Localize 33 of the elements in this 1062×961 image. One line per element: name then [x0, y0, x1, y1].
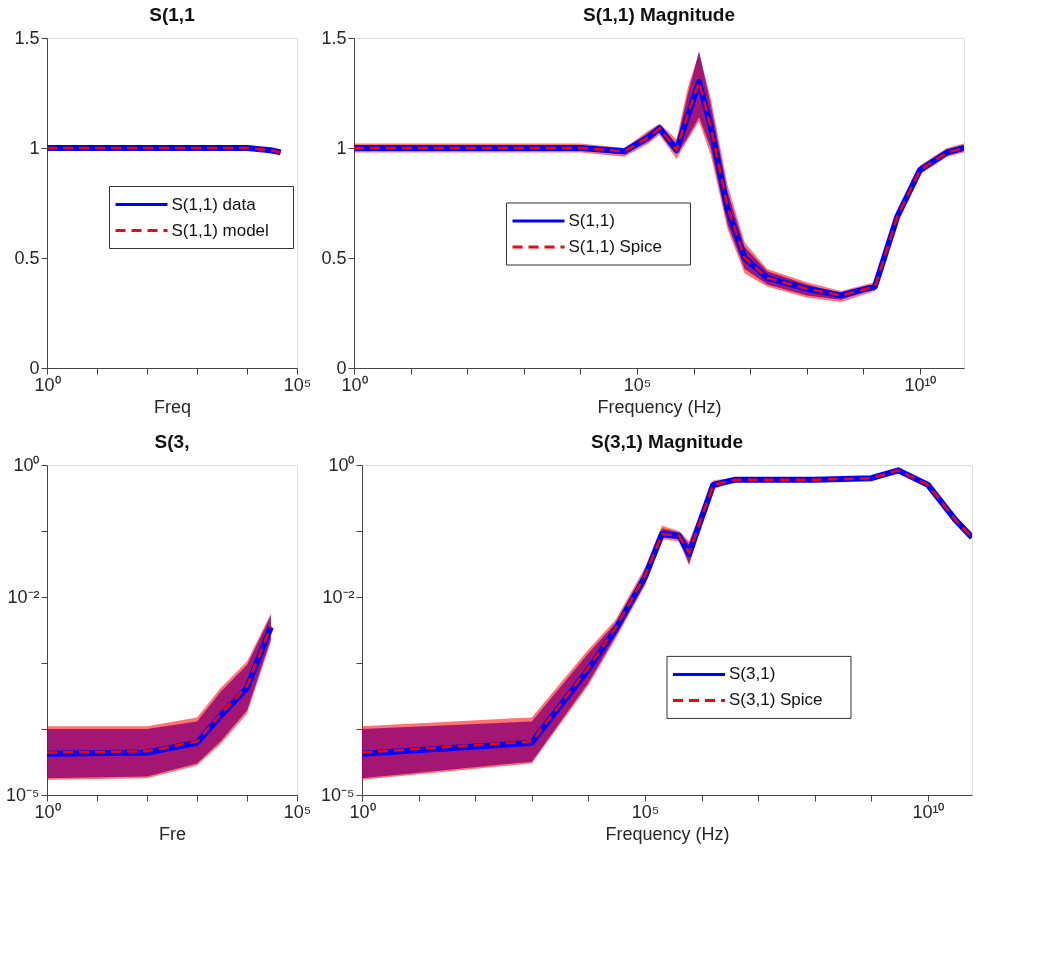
legend-label: S(1,1) model	[171, 220, 269, 240]
chart-title: S(3,1) Magnitude	[590, 431, 744, 452]
y-tick-label: 0	[29, 357, 40, 378]
x-tick-label: 10⁵	[283, 801, 312, 822]
chart-title: S(3,	[154, 431, 190, 452]
x-tick-label: 10⁵	[623, 374, 652, 395]
y-tick-label: 10⁰	[328, 454, 355, 475]
x-axis-title: Frequency (Hz)	[597, 396, 722, 417]
x-tick-label: 10¹⁰	[912, 801, 945, 822]
y-tick-label: 0.5	[14, 247, 40, 268]
y-tick-label: 1	[29, 137, 40, 158]
legend-label: S(1,1) Spice	[568, 237, 663, 256]
x-axis-title: Fre	[159, 823, 186, 844]
y-tick-label: 10⁻⁵	[6, 784, 40, 805]
y-tick-label: 0.5	[321, 247, 347, 268]
y-tick-label: 1.5	[321, 27, 347, 48]
legend-label: S(3,1) Spice	[729, 690, 823, 710]
y-tick-label: 0	[336, 357, 347, 378]
chart-title: S(1,1) Magnitude	[582, 4, 736, 25]
x-axis-title: Frequency (Hz)	[605, 823, 730, 844]
y-tick-label: 10⁻²	[7, 586, 40, 607]
y-tick-label: 10⁻²	[322, 586, 355, 607]
chart-title: S(1,1	[149, 4, 196, 25]
legend-label: S(1,1)	[568, 211, 615, 230]
x-tick-label: 10⁵	[631, 801, 660, 822]
legend-label: S(3,1)	[729, 664, 776, 684]
legend-label: S(1,1) data	[171, 194, 257, 214]
x-axis-title: Freq	[153, 396, 192, 417]
y-tick-label: 10⁰	[13, 454, 40, 475]
y-tick-label: 1.5	[14, 27, 40, 48]
x-tick-label: 10¹⁰	[904, 374, 937, 395]
y-tick-label: 1	[336, 137, 347, 158]
x-tick-label: 10⁵	[283, 374, 312, 395]
